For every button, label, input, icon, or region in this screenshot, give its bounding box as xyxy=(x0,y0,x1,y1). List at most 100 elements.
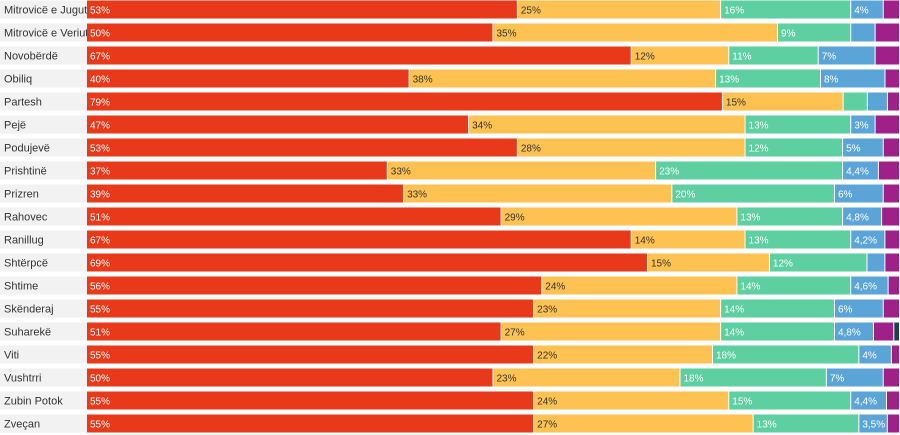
bar-segment xyxy=(721,322,834,341)
data-label: 15% xyxy=(651,259,671,270)
bar-segment xyxy=(87,368,493,387)
data-label: 50% xyxy=(90,374,110,385)
data-label: 14% xyxy=(740,282,760,293)
row-label-background xyxy=(0,276,87,295)
data-label: 4% xyxy=(862,351,877,362)
chart-row: Rahovec 51% 29% 13% 4,8% xyxy=(0,207,899,226)
data-label: 25% xyxy=(521,6,541,17)
data-label: 4,8% xyxy=(838,328,861,339)
bar-segment xyxy=(886,391,899,410)
bar-segment xyxy=(716,69,820,88)
data-label: 4% xyxy=(854,6,869,17)
bar-segment xyxy=(409,69,716,88)
bar-segment xyxy=(745,138,843,157)
category-label: Skënderaj xyxy=(4,304,54,316)
data-label: 67% xyxy=(90,52,110,63)
bar-segment xyxy=(631,46,729,65)
bar-segment xyxy=(631,230,745,249)
bar-segment xyxy=(647,253,769,272)
chart-row: Novobërdë 67% 12% 11% 7% xyxy=(0,46,899,65)
bar-segment xyxy=(87,115,469,134)
bar-segment xyxy=(834,299,883,318)
data-label: 33% xyxy=(391,167,411,178)
data-label: 4,4% xyxy=(854,397,877,408)
data-label: 12% xyxy=(773,259,793,270)
data-label: 55% xyxy=(90,351,110,362)
bar-segment xyxy=(769,253,867,272)
bar-segment xyxy=(672,184,834,203)
data-label: 56% xyxy=(90,282,110,293)
chart-row: Vushtrri 50% 23% 18% 7% xyxy=(0,368,899,387)
chart-row: Partesh 79% 15% xyxy=(0,92,899,111)
data-label: 9% xyxy=(781,29,796,40)
chart-row: Prishtinë 37% 33% 23% 4,4% xyxy=(0,161,899,180)
data-label: 4,4% xyxy=(846,167,869,178)
data-label: 35% xyxy=(497,29,517,40)
chart-row: Mitrovicë e Jugut 53% 25% 16% 4% xyxy=(0,0,899,19)
bar-segment xyxy=(87,46,631,65)
bar-segment xyxy=(851,23,875,42)
bar-segment xyxy=(722,92,843,111)
bar-segment xyxy=(859,414,887,433)
data-label: 11% xyxy=(732,52,751,63)
row-label-background xyxy=(0,115,87,134)
bar-segment xyxy=(517,0,721,19)
bar-segment xyxy=(87,345,534,364)
data-label: 20% xyxy=(675,190,695,201)
category-label: Viti xyxy=(4,350,19,362)
category-label: Podujevë xyxy=(4,143,50,155)
data-label: 38% xyxy=(413,75,433,86)
category-label: Zveçan xyxy=(4,419,40,431)
data-label: 15% xyxy=(732,397,752,408)
bar-segment xyxy=(87,276,542,295)
data-label: 24% xyxy=(537,397,557,408)
data-label: 7% xyxy=(830,374,845,385)
row-label-background xyxy=(0,207,87,226)
bar-segment xyxy=(87,414,534,433)
bar-segment xyxy=(887,92,899,111)
bar-segment xyxy=(878,161,899,180)
category-label: Vushtrri xyxy=(4,373,42,385)
row-label-background xyxy=(0,69,87,88)
data-label: 51% xyxy=(90,213,110,224)
bar-segment xyxy=(851,230,885,249)
data-label: 8% xyxy=(824,75,839,86)
data-label: 55% xyxy=(90,305,110,316)
bar-segment xyxy=(534,391,729,410)
bar-segment xyxy=(753,414,859,433)
bar-segment xyxy=(851,391,886,410)
data-label: 13% xyxy=(749,121,769,132)
row-label-background xyxy=(0,253,87,272)
bar-segment xyxy=(888,276,899,295)
row-label-background xyxy=(0,161,87,180)
bar-segment xyxy=(534,299,721,318)
bar-segment xyxy=(885,69,899,88)
data-label: 3% xyxy=(854,121,869,132)
bar-segment xyxy=(713,345,859,364)
data-label: 3,5% xyxy=(862,420,885,431)
bar-segment xyxy=(87,230,631,249)
bar-segment xyxy=(721,299,834,318)
bar-segment xyxy=(826,368,883,387)
chart-row: Mitrovicë e Veriut 50% 35% 9% xyxy=(0,23,899,42)
chart-row: Pejë 47% 34% 13% 3% xyxy=(0,115,899,134)
data-label: 50% xyxy=(90,29,110,40)
bar-segment xyxy=(885,253,899,272)
row-label-background xyxy=(0,46,87,65)
chart-row: Podujevë 53% 28% 12% 5% xyxy=(0,138,899,157)
bar-segment xyxy=(87,184,404,203)
category-label: Novobërdë xyxy=(4,51,58,63)
category-label: Shtërpcë xyxy=(4,258,48,270)
chart-row: Zveçan 55% 27% 13% 3,5% xyxy=(0,414,900,433)
bar-segment xyxy=(745,115,851,134)
data-label: 4,8% xyxy=(846,213,869,224)
category-label: Obiliq xyxy=(4,74,32,86)
bar-segment xyxy=(885,230,899,249)
bar-segment xyxy=(87,253,647,272)
data-label: 23% xyxy=(497,374,517,385)
bar-segment xyxy=(834,322,873,341)
bar-segment xyxy=(851,276,888,295)
bar-segment xyxy=(883,184,899,203)
